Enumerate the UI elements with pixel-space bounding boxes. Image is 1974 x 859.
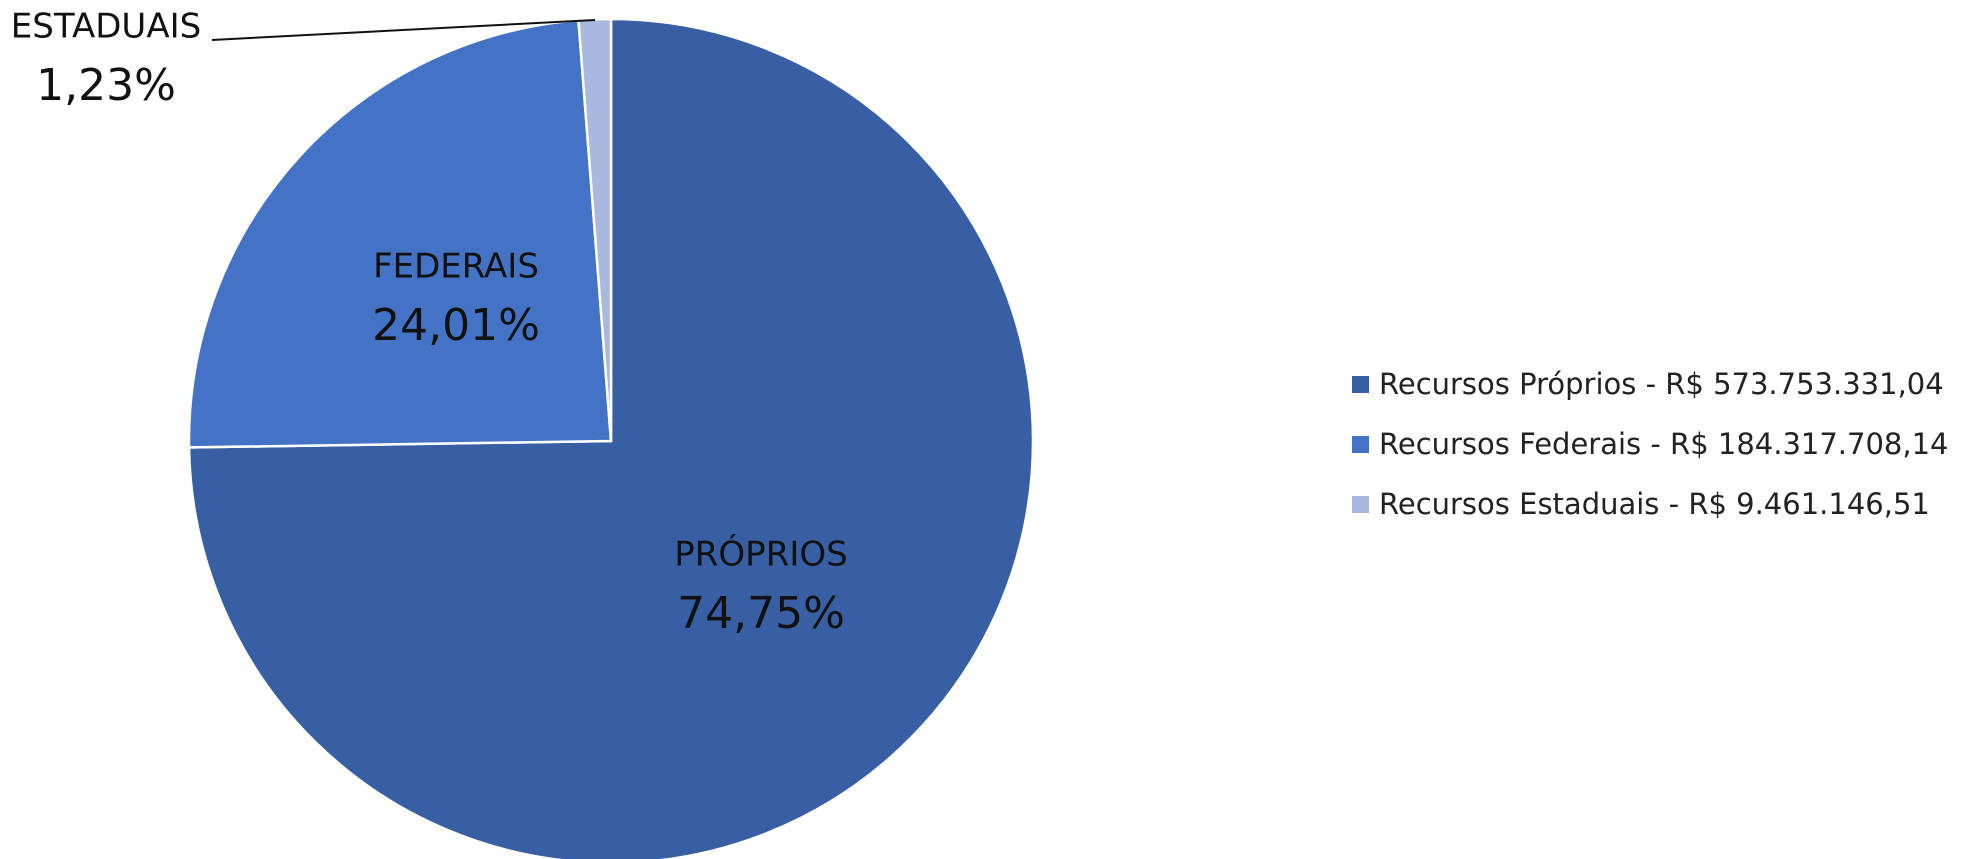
slice-name-label: ESTADUAIS xyxy=(11,7,201,47)
legend-item: Recursos Próprios - R$ 573.753.331,04 xyxy=(1352,354,1949,414)
legend-label: Recursos Estaduais - R$ 9.461.146,51 xyxy=(1379,487,1930,521)
estaduais-leader-line xyxy=(211,19,596,41)
slice-percent-label: 24,01% xyxy=(372,300,540,351)
slice-labels: PRÓPRIOS 74,75% FEDERAIS 24,01% ESTADUAIS 1,2… xyxy=(11,7,848,640)
pie-slice-federais xyxy=(187,18,613,449)
legend-label: Recursos Próprios - R$ 573.753.331,04 xyxy=(1379,367,1944,401)
slice-name-label: FEDERAIS xyxy=(373,247,539,287)
legend-item: Recursos Estaduais - R$ 9.461.146,51 xyxy=(1352,474,1949,534)
legend-label: Recursos Federais - R$ 184.317.708,14 xyxy=(1379,427,1949,461)
slice-percent-label: 1,23% xyxy=(36,60,176,111)
legend-swatch xyxy=(1352,495,1369,513)
slice-percent-label: 74,75% xyxy=(677,588,845,639)
legend-item: Recursos Federais - R$ 184.317.708,14 xyxy=(1352,414,1949,474)
legend: Recursos Próprios - R$ 573.753.331,04 Rec… xyxy=(1352,354,1949,534)
legend-swatch xyxy=(1352,375,1369,393)
legend-swatch xyxy=(1352,435,1369,453)
pie-slices xyxy=(187,17,1035,859)
slice-name-label: PRÓPRIOS xyxy=(674,534,847,575)
